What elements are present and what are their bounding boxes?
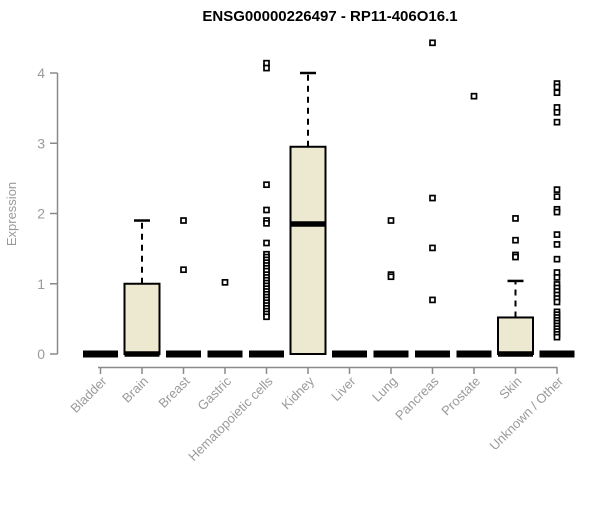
x-label-brain: Brain — [119, 374, 151, 406]
y-axis-title: Expression — [4, 182, 19, 246]
outlier-hematopoietic-cells-29 — [263, 313, 270, 321]
outlier-unknown-other-10 — [553, 231, 561, 238]
x-label-liver: Liver — [328, 373, 359, 404]
x-label-breast: Breast — [155, 373, 192, 410]
y-tick-label-3: 3 — [37, 135, 45, 151]
outlier-unknown-other-20 — [553, 298, 561, 306]
outlier-skin-0 — [512, 215, 519, 222]
flat-box-unknown-other — [539, 350, 575, 358]
outlier-hematopoietic-cells-3 — [263, 206, 270, 214]
box-brain — [123, 282, 161, 355]
flat-box-prostate — [456, 350, 492, 358]
x-label-kidney: Kidney — [278, 373, 317, 412]
outlier-gastric-0 — [221, 278, 229, 286]
outlier-unknown-other-7 — [553, 193, 561, 200]
flat-box-gastric — [207, 350, 243, 358]
outlier-unknown-other-9 — [553, 208, 561, 216]
x-label-lung: Lung — [369, 374, 400, 405]
outlier-pancreas-1 — [429, 194, 436, 202]
x-label-pancreas: Pancreas — [392, 373, 442, 423]
box-kidney — [289, 145, 327, 355]
outlier-skin-3 — [512, 253, 519, 261]
outlier-unknown-other-2 — [553, 89, 561, 97]
outlier-hematopoietic-cells-1 — [263, 64, 270, 72]
outlier-unknown-other-11 — [553, 241, 561, 248]
outlier-hematopoietic-cells-2 — [263, 181, 270, 189]
flat-box-liver — [332, 350, 367, 358]
flat-box-breast — [166, 350, 201, 358]
flat-box-hematopoietic-cells — [249, 350, 284, 358]
outlier-unknown-other-14 — [553, 274, 561, 281]
flat-box-lung — [373, 350, 409, 358]
outlier-unknown-other-4 — [553, 108, 561, 116]
outlier-breast-1 — [180, 266, 187, 274]
y-tick-label-0: 0 — [37, 346, 45, 362]
outlier-lung-2 — [387, 273, 395, 281]
outlier-hematopoietic-cells-5 — [263, 219, 270, 227]
x-label-prostate: Prostate — [438, 374, 483, 419]
outlier-prostate-0 — [470, 92, 478, 100]
outlier-unknown-other-5 — [553, 118, 561, 126]
outlier-lung-0 — [387, 217, 395, 224]
y-tick-label-1: 1 — [37, 276, 45, 292]
outlier-pancreas-3 — [429, 296, 436, 304]
outlier-breast-0 — [180, 217, 187, 224]
chart-title: ENSG00000226497 - RP11-406O16.1 — [202, 8, 457, 25]
x-label-bladder: Bladder — [67, 373, 110, 416]
x-label-unknown-other: Unknown / Other — [487, 373, 567, 453]
outlier-unknown-other-30 — [553, 333, 561, 341]
y-tick-label-4: 4 — [37, 65, 45, 81]
outlier-unknown-other-12 — [553, 255, 561, 263]
outlier-pancreas-2 — [429, 244, 436, 252]
outlier-unknown-other-6 — [553, 186, 561, 193]
x-label-gastric: Gastric — [194, 373, 234, 413]
x-label-skin: Skin — [496, 374, 524, 402]
flat-box-pancreas — [415, 350, 450, 358]
outlier-hematopoietic-cells-6 — [263, 239, 270, 247]
outlier-pancreas-0 — [429, 39, 436, 47]
outlier-unknown-other-1 — [553, 83, 561, 91]
y-tick-label-2: 2 — [37, 206, 45, 222]
flat-box-bladder — [83, 350, 118, 358]
outlier-skin-1 — [512, 236, 519, 244]
box-skin — [497, 316, 534, 355]
